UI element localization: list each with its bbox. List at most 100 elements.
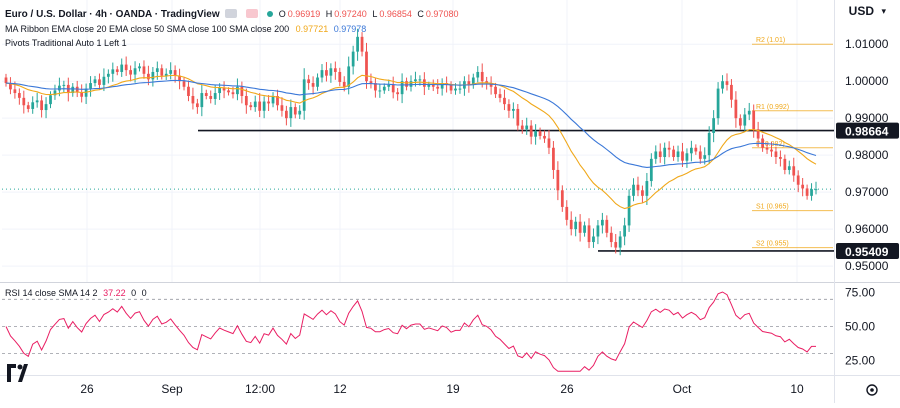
candle — [672, 149, 675, 158]
candle — [405, 81, 408, 87]
candle — [454, 88, 457, 91]
candle — [685, 153, 689, 161]
candle — [765, 147, 769, 150]
candle — [427, 84, 431, 87]
chevron-down-icon[interactable]: ▾ — [881, 6, 886, 16]
rsi-value: 37.22 — [103, 288, 126, 298]
candle — [169, 70, 173, 74]
candle — [743, 114, 747, 126]
candle — [787, 166, 791, 170]
candle — [102, 76, 106, 85]
candle — [574, 221, 578, 230]
pivot-label-r1: R1 (0.992) — [756, 104, 789, 111]
ohlc-low: 0.96854 — [379, 9, 412, 19]
rsi-line — [5, 291, 816, 372]
time-tick-label: Oct — [673, 382, 692, 396]
candle — [654, 151, 658, 159]
candle — [681, 151, 684, 161]
candle — [98, 79, 101, 85]
pivots-label: Pivots Traditional Auto 1 Left 1 — [5, 38, 127, 48]
candle — [752, 110, 756, 130]
candle — [133, 68, 137, 75]
candle — [583, 225, 586, 233]
candle — [409, 81, 413, 87]
candle — [587, 225, 591, 243]
settings-gear-icon[interactable] — [866, 384, 878, 396]
candle — [387, 84, 391, 87]
candle — [351, 51, 355, 67]
ema50-line — [5, 79, 817, 168]
candle — [538, 131, 542, 136]
price-label-badge[interactable] — [836, 242, 899, 259]
candle — [480, 71, 484, 82]
rsi-legend[interactable]: RSI 14 close SMA 14 2 37.22 0 0 — [5, 287, 147, 299]
candle — [779, 157, 782, 159]
candle — [543, 135, 546, 139]
candle — [26, 105, 30, 109]
candle — [440, 83, 444, 89]
candle — [213, 93, 217, 99]
candle — [592, 236, 595, 243]
candle — [525, 125, 529, 130]
candle — [663, 147, 667, 158]
candle — [516, 108, 520, 126]
price-label-text: 0.98664 — [845, 125, 889, 139]
candle — [200, 93, 204, 108]
platform-label: TradingView — [160, 9, 220, 20]
candle — [814, 189, 818, 191]
candle — [356, 36, 359, 52]
candle — [325, 70, 328, 76]
currency-selector[interactable]: USD — [848, 4, 874, 18]
ma-ribbon-legend[interactable]: MA Ribbon EMA close 20 EMA close 50 SMA … — [5, 23, 366, 35]
candle — [436, 86, 440, 89]
candle — [810, 189, 813, 196]
candle — [627, 195, 631, 226]
candle — [756, 129, 760, 139]
candle — [262, 101, 266, 111]
candle — [747, 110, 751, 115]
candle — [645, 181, 649, 196]
price-label-badge[interactable] — [836, 122, 899, 139]
candle — [783, 158, 787, 170]
candle — [155, 68, 159, 72]
candle — [160, 68, 164, 76]
candle — [801, 184, 805, 189]
candle — [106, 73, 110, 77]
candle — [311, 83, 315, 87]
candle — [507, 104, 511, 111]
symbol-legend[interactable]: Euro / U.S. Dollar · 4h · OANDA · Tradin… — [5, 9, 459, 20]
time-tick-label: 19 — [446, 382, 460, 396]
candle — [414, 79, 417, 82]
candle — [578, 221, 582, 233]
candle — [360, 36, 364, 52]
candle — [503, 97, 506, 105]
candle — [280, 105, 284, 111]
tradingview-logo[interactable] — [7, 364, 28, 382]
ema20-value: 0.97721 — [295, 24, 329, 34]
ohlc-close: 0.97080 — [425, 9, 459, 19]
rsi-aux-value-2: 0 — [141, 288, 147, 298]
candle — [600, 219, 604, 226]
pivots-legend[interactable]: Pivots Traditional Auto 1 Left 1 — [5, 37, 127, 49]
candle — [547, 138, 551, 148]
visibility-toggle-icon[interactable] — [225, 9, 238, 18]
compare-icon[interactable] — [245, 9, 258, 18]
candle — [253, 101, 257, 108]
price-label-text: 0.95409 — [845, 245, 889, 259]
candle — [293, 107, 297, 115]
candle — [53, 90, 57, 96]
candle — [796, 175, 800, 185]
candle — [792, 166, 796, 176]
ema50-value: 0.97978 — [333, 24, 367, 34]
candle — [560, 190, 564, 207]
candle — [240, 86, 244, 96]
candle — [151, 71, 155, 80]
candle — [609, 232, 613, 243]
candle — [89, 83, 92, 89]
candle — [369, 81, 373, 84]
candle — [115, 69, 119, 72]
candle — [142, 66, 146, 74]
candle — [716, 88, 720, 119]
